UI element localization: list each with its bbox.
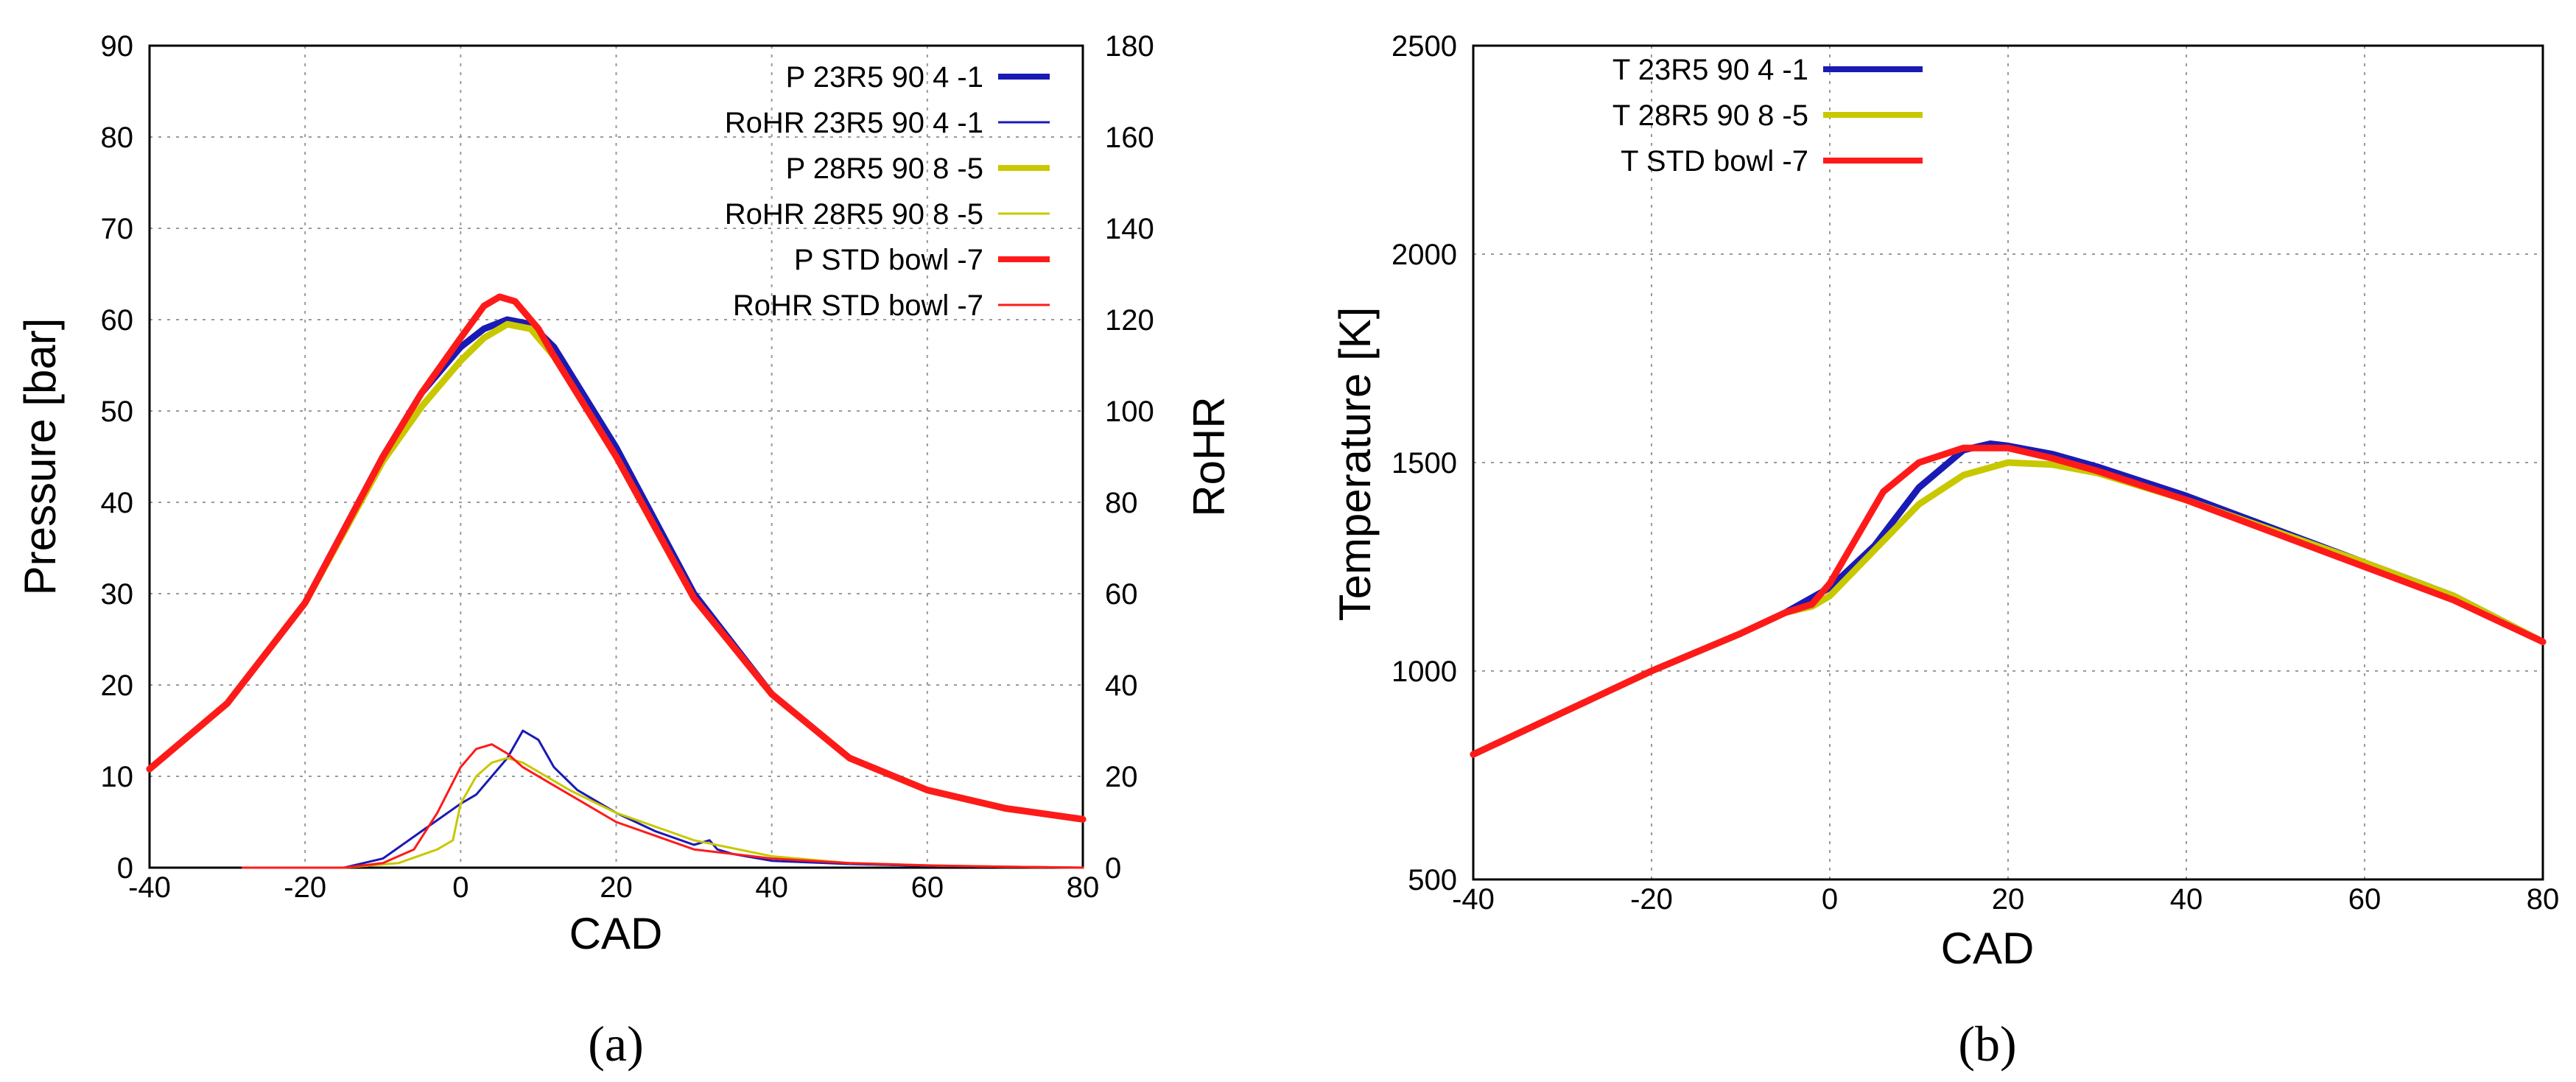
y-tick-label: 40 [101, 487, 134, 519]
legend-label-5: P STD bowl -7 [794, 244, 983, 276]
y2-tick-label: 80 [1105, 487, 1138, 519]
y-tick-label: 1000 [1391, 656, 1457, 688]
y-axis-label-b: Temperature [K] [1330, 307, 1380, 622]
y2-tick-label: 180 [1105, 30, 1154, 63]
y-tick-label: 30 [101, 578, 134, 611]
legend-label-3: T STD bowl -7 [1621, 145, 1808, 178]
y-tick-label: 1500 [1391, 447, 1457, 479]
y-tick-label: 10 [101, 761, 134, 793]
y-tick-label: 20 [101, 670, 134, 702]
legend-label-1: T 23R5 90 4 -1 [1612, 54, 1808, 86]
x-tick-label: 40 [2170, 883, 2203, 916]
x-tick-label: 20 [1992, 883, 2025, 916]
caption-a: (a) [588, 1016, 643, 1072]
legend-a: P 23R5 90 4 -1 RoHR 23R5 90 4 -1 P 28R5 90… [725, 61, 1050, 322]
x-axis-label-a: CAD [569, 909, 663, 958]
x-tick-label: 60 [911, 871, 944, 904]
y2-tick-label: 40 [1105, 670, 1138, 702]
series-line-4 [242, 756, 1084, 869]
y-tick-label: 90 [101, 30, 134, 63]
series-line-3 [1470, 444, 2547, 758]
y-tick-label: 2500 [1391, 30, 1457, 63]
series-line-5 [146, 293, 1087, 823]
y-tick-label: 50 [101, 396, 134, 428]
x-tick-label: -20 [284, 871, 326, 904]
y2-tick-label: 0 [1105, 852, 1121, 885]
y-tick-label: 0 [117, 852, 133, 885]
y-tick-label: 70 [101, 213, 134, 245]
y2-tick-label: 60 [1105, 578, 1138, 611]
legend-label-2: RoHR 23R5 90 4 -1 [725, 107, 983, 139]
x-tick-label: 60 [2348, 883, 2382, 916]
legend-label-3: P 28R5 90 8 -5 [786, 152, 983, 185]
legend-label-4: RoHR 28R5 90 8 -5 [725, 198, 983, 231]
legend-b: T 23R5 90 4 -1 T 28R5 90 8 -5 T STD bowl -… [1612, 54, 1923, 178]
x-tick-label: -20 [1630, 883, 1673, 916]
legend-label-6: RoHR STD bowl -7 [733, 289, 983, 322]
legend-label-2: T 28R5 90 8 -5 [1612, 99, 1808, 132]
y-tick-label: 2000 [1391, 239, 1457, 271]
y-axis-label-a: Pressure [bar] [15, 318, 65, 596]
x-tick-label: -40 [1452, 883, 1495, 916]
y-tick-label: 60 [101, 304, 134, 337]
series-line-2 [242, 729, 1084, 869]
x-tick-label: 40 [755, 871, 788, 904]
x-tick-label: 0 [452, 871, 468, 904]
ticks-b: -40 -20 0 20 40 60 80 500 1000 1500 2000 2500 [1391, 30, 2559, 916]
y2-tick-label: 140 [1105, 213, 1154, 245]
y2-tick-label: 20 [1105, 761, 1138, 793]
series-line-6 [242, 743, 1084, 869]
y2-axis-label-a: RoHR [1185, 396, 1234, 516]
x-tick-label: 80 [1067, 871, 1100, 904]
y2-tick-label: 100 [1105, 396, 1154, 428]
y2-tick-label: 160 [1105, 122, 1154, 154]
x-tick-label: -40 [128, 871, 171, 904]
series-b [1470, 440, 2547, 758]
y2-tick-label: 120 [1105, 304, 1154, 337]
x-tick-label: 20 [600, 871, 633, 904]
x-tick-label: 0 [1822, 883, 1838, 916]
y-tick-label: 80 [101, 122, 134, 154]
legend-label-1: P 23R5 90 4 -1 [786, 61, 983, 94]
plot-frame-b [1472, 44, 2544, 881]
caption-b: (b) [1958, 1016, 2016, 1072]
y-tick-label: 500 [1408, 864, 1457, 896]
series-a [146, 293, 1087, 869]
chart-b: -40 -20 0 20 40 60 80 500 1000 1500 2000 2500 T 23R… [1330, 30, 2559, 1072]
chart-a: -40 -20 0 20 40 60 800102030405060708090020406… [15, 30, 1234, 1072]
plot-frame-a [148, 44, 1084, 869]
x-axis-label-b: CAD [1941, 924, 2035, 973]
ticks-a: -40 -20 0 20 40 60 800102030405060708090020406… [101, 30, 1154, 904]
x-tick-label: 80 [2527, 883, 2560, 916]
